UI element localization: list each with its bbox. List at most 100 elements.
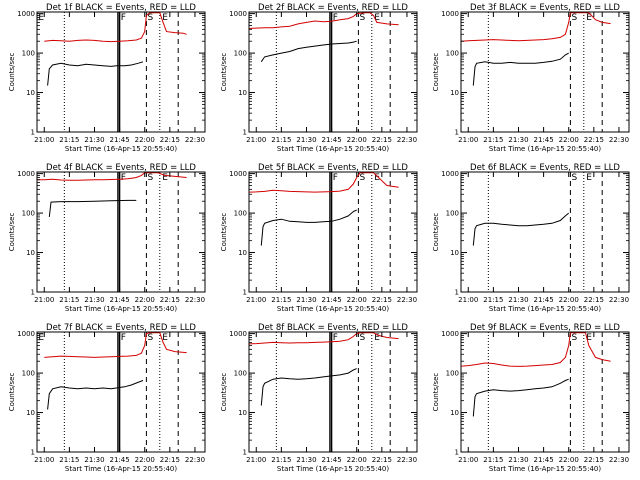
lld-series-line <box>461 12 611 42</box>
x-tick-label: 22:15 <box>160 296 180 304</box>
y-tick-label: 1 <box>31 449 35 457</box>
x-tick-label: 21:15 <box>271 456 291 464</box>
y-tick-label: 1 <box>31 289 35 297</box>
x-axis-label: Start Time (16-Apr-15 20:55:40) <box>65 145 177 153</box>
events-series-line <box>260 209 357 246</box>
x-tick-label: 22:15 <box>584 296 604 304</box>
flag-label: E <box>586 173 592 183</box>
plot-frame <box>460 11 630 133</box>
plot-frame <box>460 331 630 453</box>
x-tick-label: 22:30 <box>185 296 205 304</box>
y-tick-label: 1 <box>243 449 247 457</box>
x-tick-label: 22:15 <box>160 136 180 144</box>
flag-label: E <box>162 13 168 23</box>
lld-series-line <box>461 332 611 367</box>
y-axis-label: Counts/sec <box>220 373 228 412</box>
x-axis-label: Start Time (16-Apr-15 20:55:40) <box>65 465 177 473</box>
panel-title: Det 2f BLACK = Events, RED = LLD <box>258 3 408 13</box>
flag-label: F <box>333 13 338 23</box>
y-tick-label: 100 <box>22 210 35 218</box>
flag-label: E <box>38 13 44 23</box>
x-tick-label: 22:00 <box>559 296 579 304</box>
y-tick-label: 10 <box>450 89 459 97</box>
x-tick-label: 21:15 <box>271 296 291 304</box>
x-tick-label: 22:00 <box>135 456 155 464</box>
x-tick-label: 22:30 <box>185 136 205 144</box>
lld-series-line <box>249 12 399 29</box>
plot-frame <box>248 331 418 453</box>
x-tick-label: 22:15 <box>372 456 392 464</box>
x-axis-label: Start Time (16-Apr-15 20:55:40) <box>489 145 601 153</box>
x-tick-label: 22:00 <box>347 456 367 464</box>
x-tick-label: 22:15 <box>584 456 604 464</box>
y-tick-label: 10 <box>26 89 35 97</box>
panel-title: Det 1f BLACK = Events, RED = LLD <box>46 3 196 13</box>
plot-frame <box>460 171 630 293</box>
flag-label: S <box>360 333 366 343</box>
panel-title: Det 5f BLACK = Events, RED = LLD <box>258 163 408 173</box>
plot-frame <box>36 171 206 293</box>
x-tick-label: 21:45 <box>322 456 342 464</box>
events-series-line <box>48 199 137 217</box>
x-tick-label: 21:00 <box>458 296 478 304</box>
y-tick-label: 100 <box>22 50 35 58</box>
events-series-line <box>47 61 144 86</box>
y-tick-label: 1000 <box>441 330 459 338</box>
y-axis-label: Counts/sec <box>432 373 440 412</box>
y-tick-label: 1 <box>455 449 459 457</box>
flag-label: F <box>121 333 126 343</box>
y-tick-label: 10 <box>450 249 459 257</box>
y-tick-label: 1000 <box>229 10 247 18</box>
y-tick-label: 100 <box>22 370 35 378</box>
flag-label: S <box>572 13 578 23</box>
x-tick-label: 22:15 <box>584 136 604 144</box>
y-tick-label: 1 <box>31 129 35 137</box>
flag-label: F <box>333 173 338 183</box>
x-tick-label: 21:15 <box>483 136 503 144</box>
y-tick-label: 100 <box>446 50 459 58</box>
y-axis-label: Counts/sec <box>8 213 16 252</box>
x-tick-label: 21:30 <box>84 456 104 464</box>
x-tick-label: 21:00 <box>34 136 54 144</box>
flag-label: F <box>121 13 126 23</box>
x-tick-label: 22:30 <box>397 456 417 464</box>
x-tick-label: 22:30 <box>609 136 629 144</box>
y-tick-label: 10 <box>26 409 35 417</box>
y-axis-label: Counts/sec <box>432 53 440 92</box>
x-tick-label: 21:30 <box>296 296 316 304</box>
x-tick-label: 22:30 <box>185 456 205 464</box>
flag-label: E <box>374 333 380 343</box>
y-tick-label: 10 <box>238 249 247 257</box>
x-tick-label: 21:30 <box>508 456 528 464</box>
flag-label: S <box>572 173 578 183</box>
plot-frame <box>36 11 206 133</box>
y-tick-label: 1000 <box>229 330 247 338</box>
events-series-line <box>260 40 357 63</box>
x-tick-label: 21:45 <box>534 456 554 464</box>
x-tick-label: 21:15 <box>483 296 503 304</box>
x-tick-label: 21:00 <box>458 136 478 144</box>
x-tick-label: 21:00 <box>246 456 266 464</box>
panel-title: Det 4f BLACK = Events, RED = LLD <box>46 163 196 173</box>
y-tick-label: 1000 <box>17 10 35 18</box>
x-tick-label: 21:45 <box>110 296 130 304</box>
x-tick-label: 22:15 <box>372 296 392 304</box>
y-tick-label: 10 <box>26 249 35 257</box>
plot-frame <box>248 171 418 293</box>
y-tick-label: 10 <box>450 409 459 417</box>
x-tick-label: 21:45 <box>322 296 342 304</box>
y-tick-label: 100 <box>446 370 459 378</box>
x-axis-label: Start Time (16-Apr-15 20:55:40) <box>489 465 601 473</box>
flag-label: S <box>572 333 578 343</box>
x-tick-label: 21:00 <box>246 296 266 304</box>
y-tick-label: 1 <box>243 289 247 297</box>
x-tick-label: 22:30 <box>397 296 417 304</box>
lld-series-line <box>37 172 187 181</box>
y-tick-label: 100 <box>234 210 247 218</box>
x-tick-label: 21:45 <box>534 296 554 304</box>
panel-title: Det 3f BLACK = Events, RED = LLD <box>470 3 620 13</box>
lld-series-line <box>249 332 399 345</box>
x-tick-label: 21:30 <box>84 296 104 304</box>
